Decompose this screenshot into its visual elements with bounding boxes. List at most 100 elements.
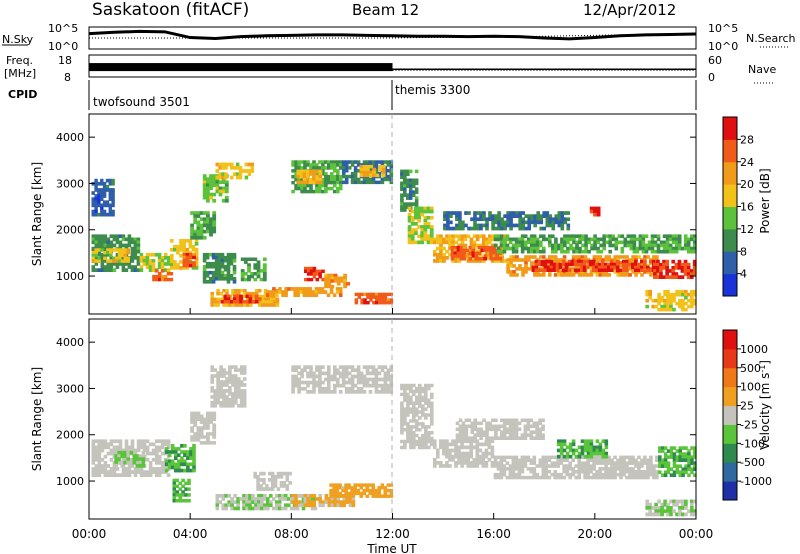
data-cell — [233, 297, 237, 301]
data-cell — [249, 303, 253, 307]
data-cell — [598, 451, 603, 456]
data-cell — [634, 458, 638, 462]
data-cell — [94, 248, 98, 252]
data-cell — [608, 234, 612, 239]
data-region — [240, 257, 267, 282]
data-cell — [100, 212, 104, 217]
data-cell — [554, 214, 559, 218]
data-cell — [508, 246, 513, 251]
data-cell — [575, 240, 579, 245]
data-cell — [127, 467, 132, 471]
data-cell — [556, 464, 560, 468]
data-cell — [141, 450, 146, 455]
data-cell — [681, 467, 685, 471]
data-cell — [628, 470, 632, 474]
data-cell — [216, 386, 220, 390]
data-cell — [148, 268, 153, 272]
data-cell — [675, 455, 680, 459]
data-cell — [115, 262, 120, 266]
data-region — [291, 365, 394, 394]
data-cell — [216, 289, 220, 293]
data-cell — [427, 431, 431, 435]
data-cell — [497, 214, 501, 218]
data-cell — [503, 214, 507, 218]
data-cell — [407, 237, 412, 242]
data-cell — [158, 272, 162, 276]
data-cell — [600, 259, 605, 264]
data-cell — [463, 445, 467, 450]
data-cell — [103, 445, 108, 450]
data-cell — [173, 263, 177, 267]
data-cell — [300, 160, 304, 164]
data-cell — [154, 439, 159, 444]
data-cell — [244, 169, 249, 173]
data-cell — [590, 246, 594, 251]
data-cell — [640, 458, 644, 462]
data-cell — [420, 206, 425, 211]
data-cell — [651, 506, 655, 510]
data-cell — [518, 264, 522, 268]
data-cell — [421, 389, 425, 394]
data-cell — [365, 365, 370, 369]
data-cell — [602, 234, 606, 239]
data-cell — [461, 427, 466, 432]
data-cell — [652, 475, 656, 480]
data-cell — [568, 467, 572, 471]
data-cell — [315, 380, 319, 385]
data-cell — [213, 297, 217, 302]
data-cell — [458, 430, 463, 434]
noise-left-tick-top: 10^5 — [48, 22, 78, 35]
data-cell — [535, 243, 540, 248]
data-cell — [221, 497, 225, 501]
data-cell — [368, 371, 373, 376]
data-cell — [644, 249, 649, 254]
data-cell — [318, 169, 323, 173]
data-cell — [562, 458, 566, 462]
data-cell — [305, 293, 310, 297]
data-cell — [582, 262, 587, 267]
data-cell — [663, 464, 668, 468]
data-cell — [677, 234, 682, 239]
data-cell — [473, 436, 477, 440]
data-cell — [263, 300, 268, 304]
data-cell — [315, 175, 320, 179]
data-cell — [415, 389, 419, 394]
data-cell — [650, 240, 655, 245]
data-cell — [523, 246, 528, 251]
data-cell — [555, 265, 560, 270]
data-cell — [479, 427, 483, 432]
data-cell — [511, 458, 516, 462]
data-cell — [669, 506, 673, 510]
data-cell — [206, 414, 210, 418]
data-cell — [408, 178, 413, 183]
data-cell — [265, 484, 269, 488]
data-cell — [157, 259, 162, 263]
data-cell — [681, 506, 685, 510]
data-cell — [318, 371, 322, 376]
data-cell — [446, 217, 450, 222]
data-cell — [233, 172, 237, 177]
colorbar-segment — [723, 161, 737, 185]
data-cell — [674, 272, 679, 276]
data-cell — [315, 269, 319, 273]
data-cell — [500, 226, 504, 231]
data-cell — [656, 269, 660, 273]
data-cell — [133, 249, 138, 254]
data-cell — [663, 298, 667, 303]
data-cell — [202, 174, 207, 178]
data-cell — [634, 461, 638, 465]
data-cell — [215, 189, 220, 194]
data-cell — [569, 237, 573, 242]
data-cell — [475, 464, 480, 468]
data-cell — [232, 255, 237, 260]
data-cell — [206, 183, 210, 188]
data-cell — [103, 252, 108, 257]
data-cell — [613, 461, 617, 465]
data-cell — [599, 237, 603, 242]
data-cell — [383, 380, 388, 385]
data-cell — [160, 470, 165, 474]
data-cell — [100, 268, 105, 272]
data-cell — [610, 475, 614, 480]
data-cell — [400, 419, 404, 423]
data-cell — [543, 259, 548, 264]
